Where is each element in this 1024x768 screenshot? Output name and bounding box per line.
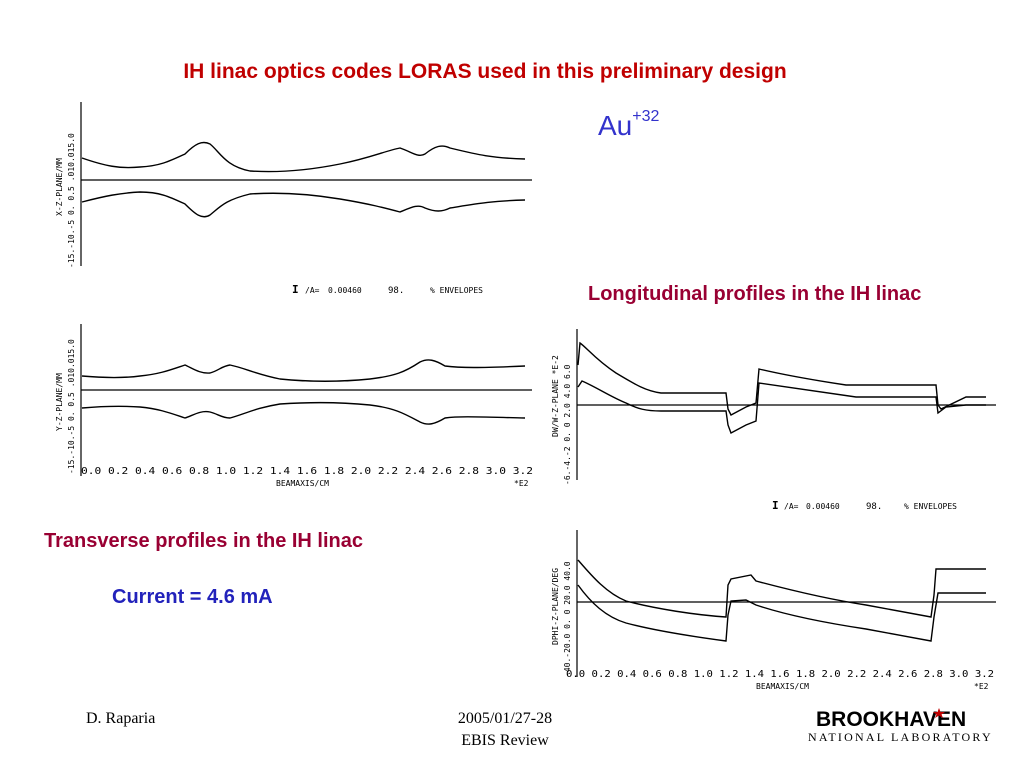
- longitudinal-caption: Longitudinal profiles in the IH linac: [588, 283, 922, 305]
- transverse-plots: X-Z-PLANE/MM -15.-10.-5 0. 0.5 .010.015.…: [55, 102, 533, 488]
- right-x-axis: 0.0 0.2 0.4 0.6 0.8 1.0 1.2 1.4 1.6 1.8 …: [566, 669, 994, 691]
- yz-plot: Y-Z-PLANE/MM -15.-10.-5 0. 0.5 .010.015.…: [55, 324, 532, 476]
- current-label: Current = 4.6 mA: [112, 586, 273, 608]
- legend-left-envelopes: % ENVELOPES: [430, 286, 483, 295]
- right-x-scale: *E2: [974, 682, 989, 691]
- yz-ticks: -15.-10.-5 0. 0.5 .010.015.0: [67, 339, 76, 474]
- xz-plot: X-Z-PLANE/MM -15.-10.-5 0. 0.5 .010.015.…: [55, 102, 532, 268]
- logo-main-text: BROOKHAVEN: [816, 708, 967, 731]
- yz-lower-envelope: [81, 401, 526, 425]
- dphi-upper-envelope: [577, 559, 986, 618]
- left-x-scale: *E2: [514, 479, 529, 488]
- dphi-plot: DPHI-Z-PLANE/DEG -40.-20.0 0. 0 20.0 40.…: [551, 530, 996, 677]
- legend-right-pct: 98.: [866, 502, 882, 512]
- xz-ylabel: X-Z-PLANE/MM: [55, 158, 64, 216]
- brookhaven-logo: BROOKHAVEN NATIONAL LABORATORY: [806, 706, 1006, 746]
- legend-right-value: 0.00460: [806, 502, 840, 511]
- dphi-ticks: -40.-20.0 0. 0 20.0 40.0: [563, 561, 572, 677]
- left-x-axis-label: BEAMAXIS/CM: [276, 479, 329, 488]
- dw-upper-envelope: [577, 341, 986, 416]
- logo-sub-text: NATIONAL LABORATORY: [808, 730, 993, 744]
- dw-plot: DW/W-Z-PLANE *E-2 -6.-4.-2 0. 0 2.0 4.0 …: [551, 329, 996, 485]
- yz-ylabel: Y-Z-PLANE/MM: [55, 373, 64, 431]
- right-x-axis-label: BEAMAXIS/CM: [756, 682, 809, 691]
- logo-star-icon: [933, 708, 945, 718]
- xz-ticks: -15.-10.-5 0. 0.5 .010.015.0: [67, 133, 76, 268]
- left-x-ticks: 0.0 0.2 0.4 0.6 0.8 1.0 1.2 1.4 1.6 1.8 …: [81, 466, 533, 477]
- footer-date: 2005/01/27-28: [457, 710, 553, 727]
- longitudinal-plots: DW/W-Z-PLANE *E-2 -6.-4.-2 0. 0 2.0 4.0 …: [551, 329, 996, 691]
- footer-author: D. Raparia: [86, 710, 156, 727]
- legend-left-value: 0.00460: [328, 286, 362, 295]
- dw-lower-envelope: [577, 380, 986, 434]
- ion-charge: +32: [632, 108, 660, 125]
- dw-ylabel: DW/W-Z-PLANE *E-2: [551, 355, 560, 437]
- legend-right-envelopes: % ENVELOPES: [904, 502, 957, 511]
- legend-right-ia: /A=: [784, 502, 799, 511]
- ion-label: Au+32: [598, 108, 660, 142]
- right-x-ticks: 0.0 0.2 0.4 0.6 0.8 1.0 1.2 1.4 1.6 1.8 …: [566, 669, 994, 680]
- dphi-ylabel: DPHI-Z-PLANE/DEG: [551, 568, 560, 645]
- dphi-lower-envelope: [577, 584, 986, 642]
- slide-title: IH linac optics codes LORAS used in this…: [183, 60, 787, 83]
- ion-base: Au: [598, 110, 633, 141]
- legend-left-pct: 98.: [388, 286, 404, 296]
- transverse-caption: Transverse profiles in the IH linac: [44, 530, 364, 552]
- yz-upper-envelope: [81, 359, 526, 382]
- dw-ticks: -6.-4.-2 0. 0 2.0 4.0 6.0: [563, 364, 572, 485]
- left-x-axis: 0.0 0.2 0.4 0.6 0.8 1.0 1.2 1.4 1.6 1.8 …: [81, 466, 533, 488]
- xz-lower-envelope: [81, 191, 526, 218]
- legend-right-i: I: [772, 499, 779, 512]
- legend-left-ia: /A=: [305, 286, 320, 295]
- xz-upper-envelope: [81, 141, 526, 173]
- footer-event: EBIS Review: [461, 732, 549, 749]
- legend-left-i: I: [292, 283, 299, 296]
